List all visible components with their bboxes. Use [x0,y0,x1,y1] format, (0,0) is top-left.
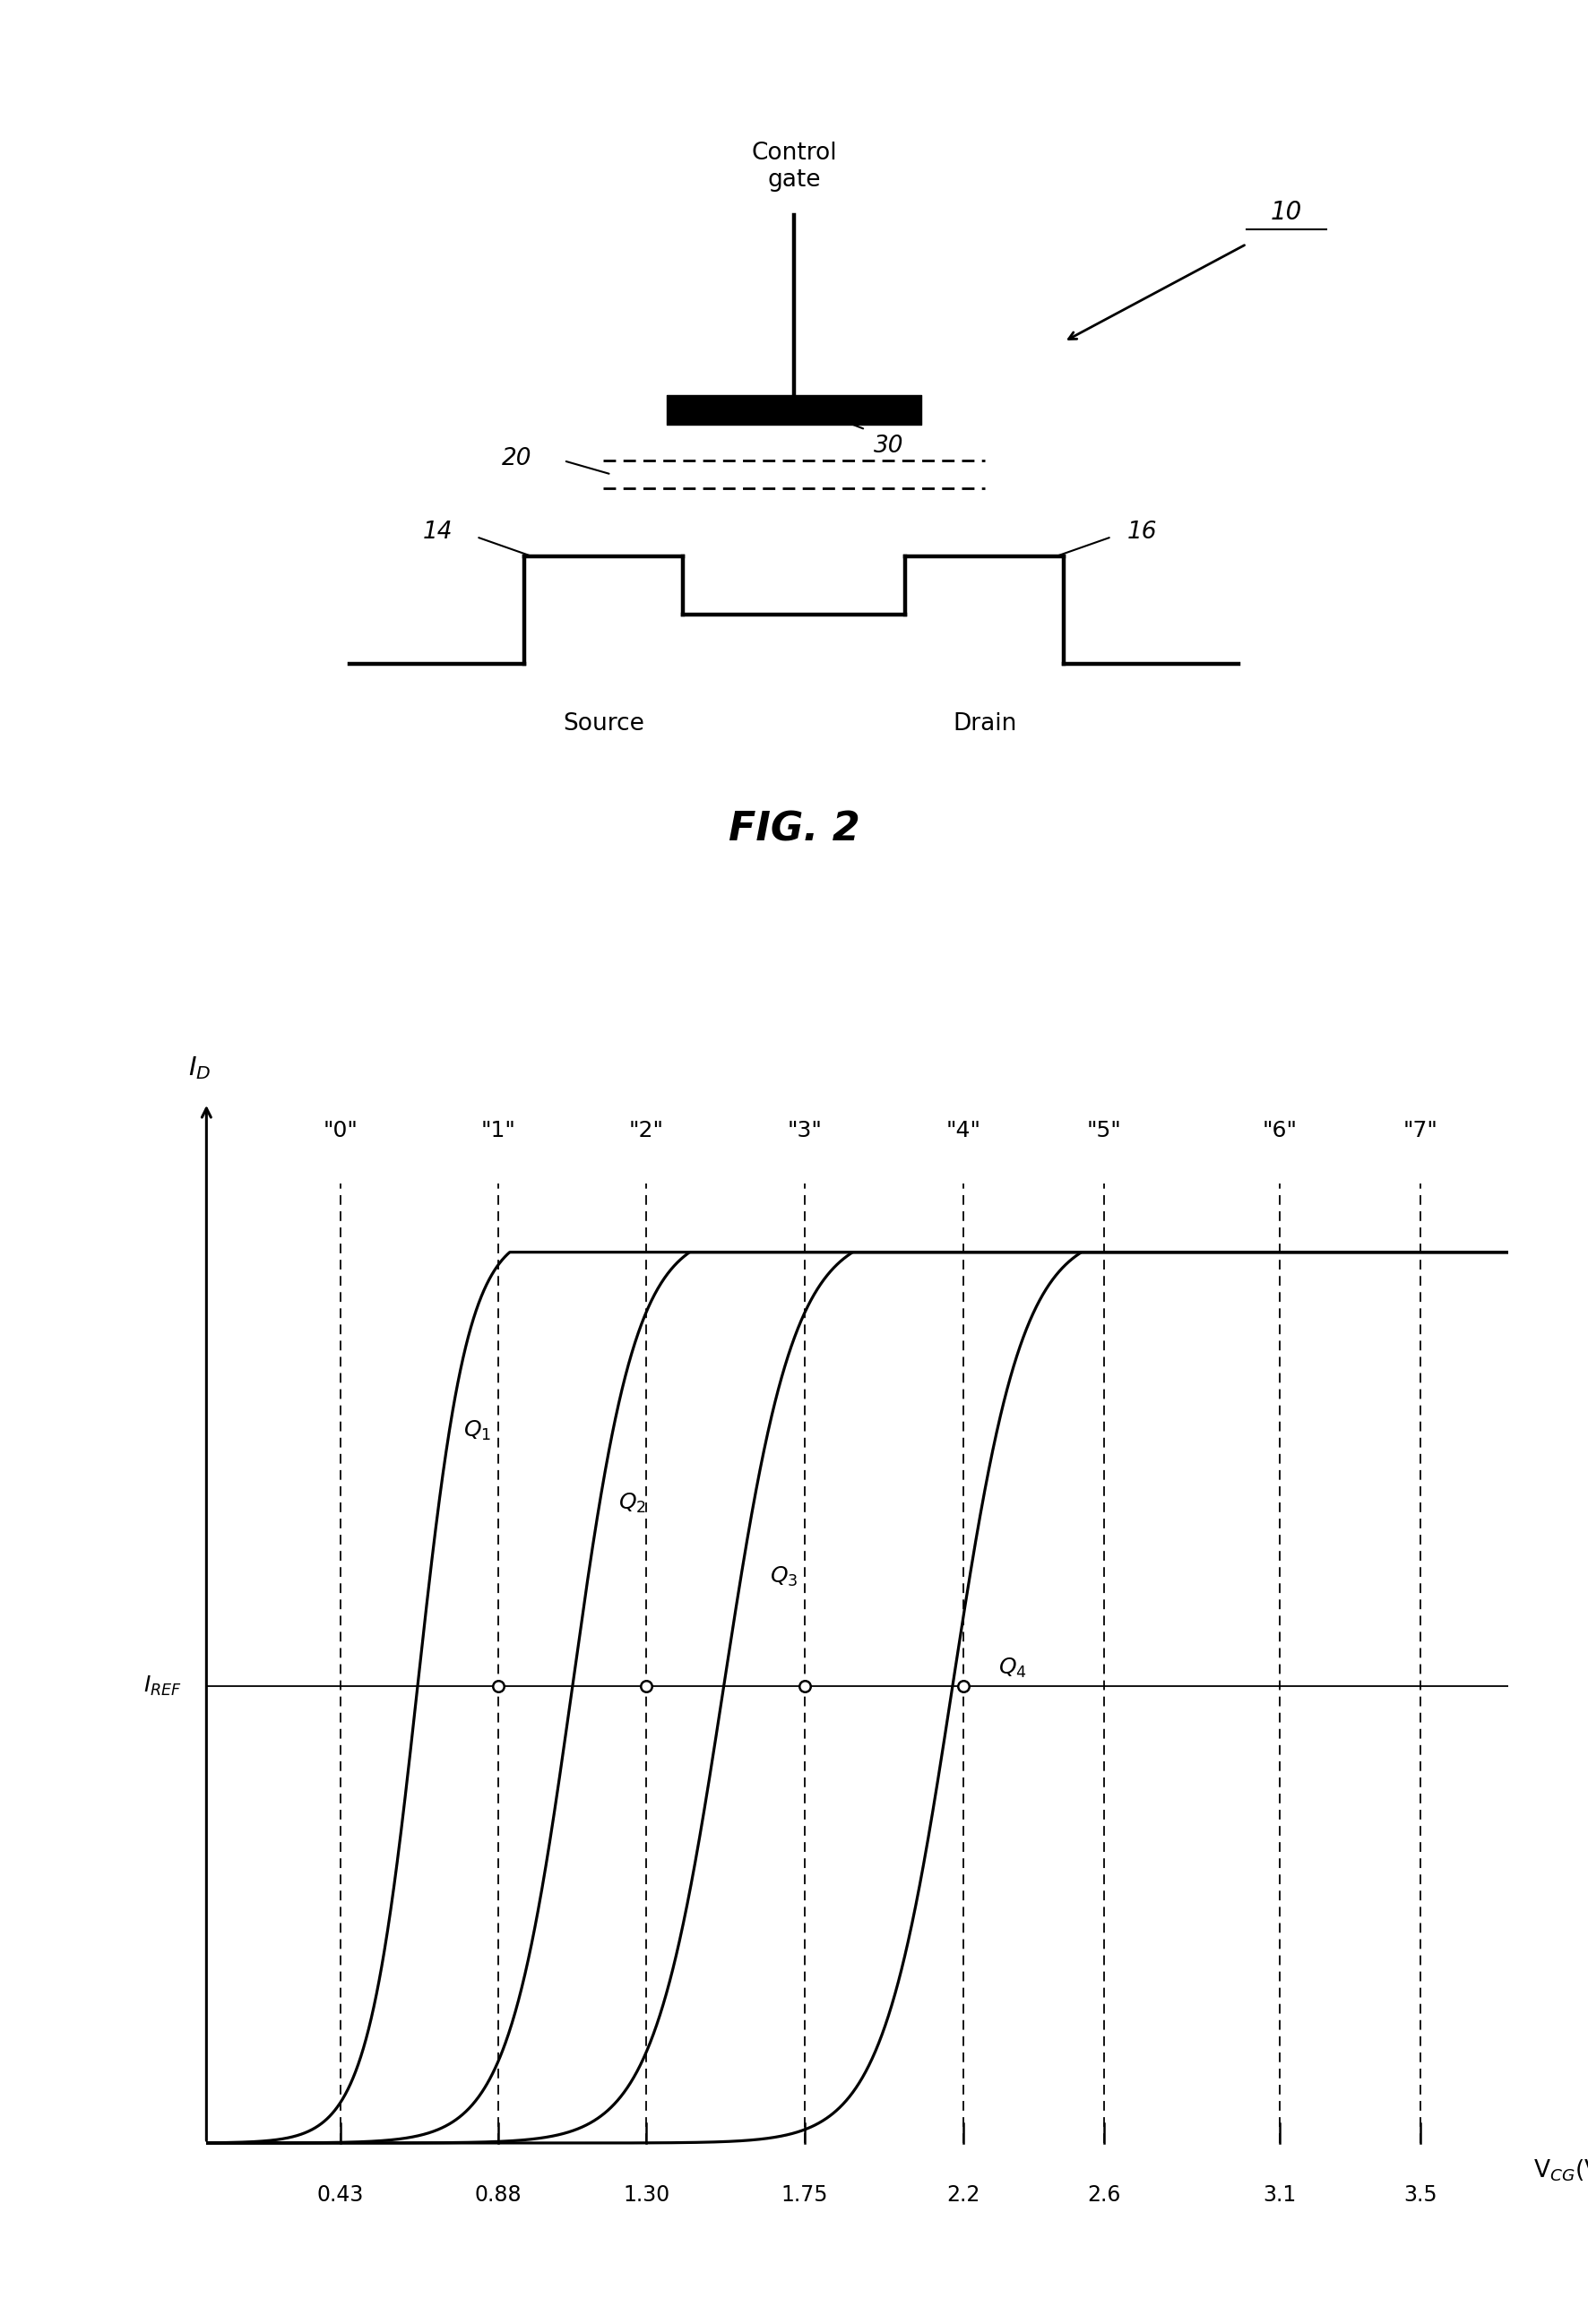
Text: I$_{D}$: I$_{D}$ [187,1055,211,1081]
Text: "1": "1" [481,1120,516,1141]
Text: 0.88: 0.88 [475,2185,522,2205]
Text: Q$_1$: Q$_1$ [464,1418,492,1443]
Text: Q$_2$: Q$_2$ [618,1492,646,1515]
Text: 10: 10 [1270,200,1302,225]
Text: 1.30: 1.30 [622,2185,670,2205]
Text: 20: 20 [502,446,532,469]
Text: Drain: Drain [953,713,1016,737]
Text: V$_{CG}$(V): V$_{CG}$(V) [1534,2157,1588,2182]
Text: 2.6: 2.6 [1088,2185,1121,2205]
Text: "0": "0" [322,1120,357,1141]
Text: "5": "5" [1086,1120,1121,1141]
Text: 3.5: 3.5 [1404,2185,1437,2205]
Text: 30: 30 [873,435,904,458]
Text: "3": "3" [788,1120,823,1141]
Text: FIG. 2: FIG. 2 [729,811,859,848]
Text: 0.43: 0.43 [316,2185,364,2205]
Text: 2.2: 2.2 [946,2185,980,2205]
Text: "7": "7" [1404,1120,1439,1141]
Text: 16: 16 [1127,521,1158,544]
Text: Q$_3$: Q$_3$ [770,1564,797,1587]
Text: 3.1: 3.1 [1262,2185,1296,2205]
Text: I$_{REF}$: I$_{REF}$ [143,1676,181,1699]
Text: "4": "4" [945,1120,980,1141]
Text: Q$_4$: Q$_4$ [999,1657,1027,1680]
Text: 1.75: 1.75 [781,2185,829,2205]
Text: "6": "6" [1262,1120,1297,1141]
Text: Source: Source [562,713,645,737]
Text: Control
gate: Control gate [751,142,837,191]
Text: "2": "2" [629,1120,664,1141]
Text: 14: 14 [422,521,453,544]
